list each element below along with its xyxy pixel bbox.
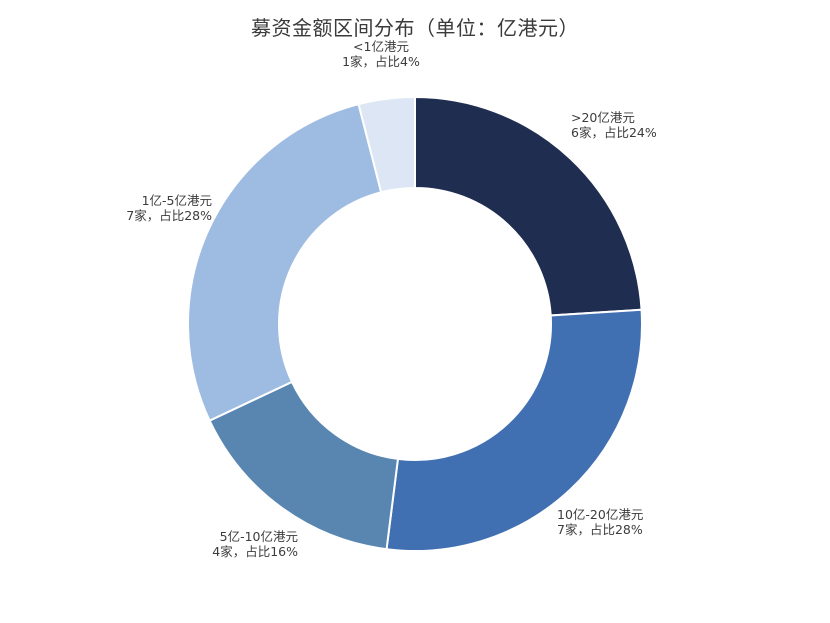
slice-label-name: >20亿港元 [571,110,635,125]
donut-slice-10to20 [385,308,643,552]
slice-label-count: 7家，占比28% [557,522,643,537]
slice-label-lt1: <1亿港元 1家，占比4% [342,39,420,69]
slice-label-1to5: 1亿-5亿港元 7家，占比28% [126,193,212,223]
slice-label-count: 1家，占比4% [342,54,420,69]
donut-slice-1to5 [187,102,383,422]
slice-label-name: 5亿-10亿港元 [219,529,298,544]
slice-label-10to20: 10亿-20亿港元 7家，占比28% [557,507,643,537]
slice-label-name: 1亿-5亿港元 [141,193,212,208]
slice-label-5to10: 5亿-10亿港元 4家，占比16% [212,529,298,559]
donut-slice-gt20 [414,95,643,317]
slice-label-count: 4家，占比16% [212,544,298,559]
chart-title: 募资金额区间分布（单位：亿港元） [251,16,579,40]
slice-label-name: <1亿港元 [353,39,409,54]
slice-label-name: 10亿-20亿港元 [557,507,644,522]
donut-slice-lt1 [357,95,416,194]
slice-label-gt20: >20亿港元 6家，占比24% [571,110,657,140]
slice-label-count: 6家，占比24% [571,125,657,140]
slice-label-count: 7家，占比28% [126,208,212,223]
